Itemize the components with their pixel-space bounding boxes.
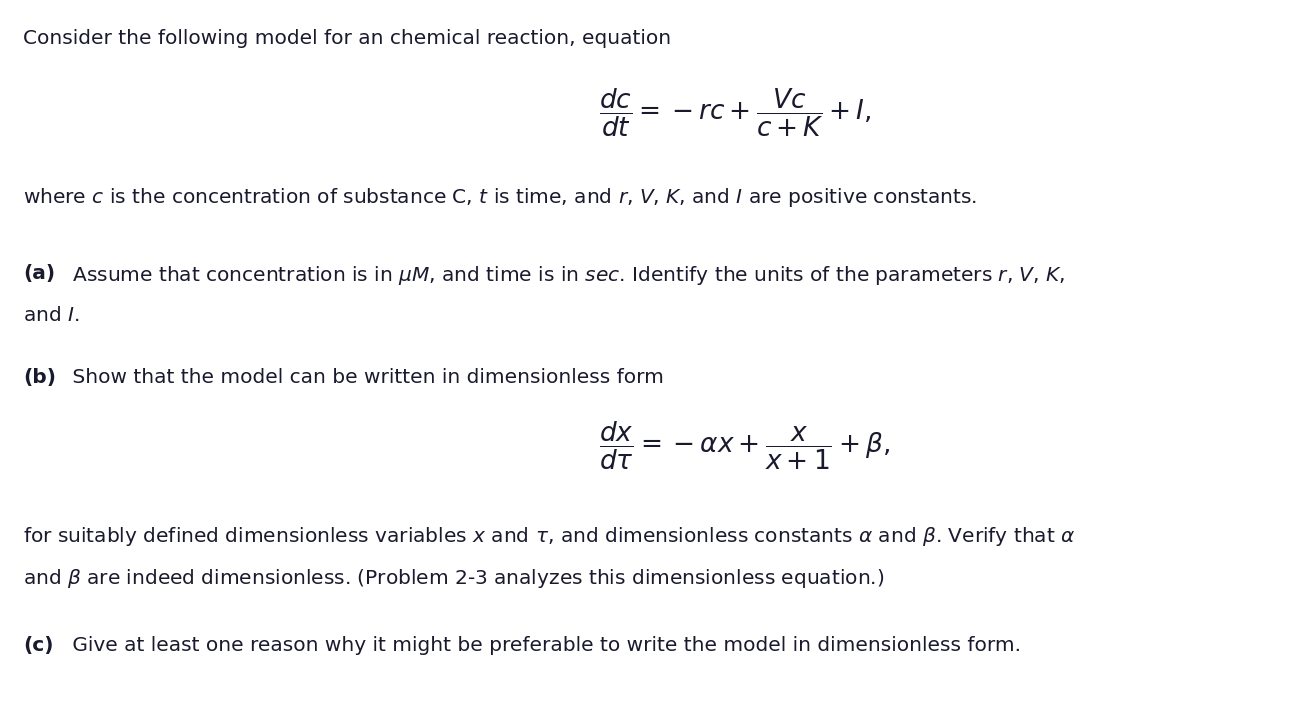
Text: Consider the following model for an chemical reaction, equation: Consider the following model for an chem… bbox=[23, 29, 671, 48]
Text: where $c$ is the concentration of substance C, $t$ is time, and $r$, $V$, $K$, a: where $c$ is the concentration of substa… bbox=[23, 186, 977, 209]
Text: (c): (c) bbox=[23, 636, 53, 655]
Text: Show that the model can be written in dimensionless form: Show that the model can be written in di… bbox=[66, 368, 665, 386]
Text: and $I$.: and $I$. bbox=[23, 306, 79, 325]
Text: (a): (a) bbox=[23, 264, 56, 283]
Text: for suitably defined dimensionless variables $x$ and $\tau$, and dimensionless c: for suitably defined dimensionless varia… bbox=[23, 525, 1076, 548]
Text: and $\beta$ are indeed dimensionless. (Problem 2-3 analyzes this dimensionless e: and $\beta$ are indeed dimensionless. (P… bbox=[23, 567, 885, 590]
Text: Assume that concentration is in $\mu M$, and time is in $sec$. Identify the unit: Assume that concentration is in $\mu M$,… bbox=[66, 264, 1066, 287]
Text: Give at least one reason why it might be preferable to write the model in dimens: Give at least one reason why it might be… bbox=[66, 636, 1022, 655]
Text: $\dfrac{dx}{d\tau} = -\alpha x +\dfrac{x}{x + 1} + \beta,$: $\dfrac{dx}{d\tau} = -\alpha x +\dfrac{x… bbox=[599, 420, 890, 472]
Text: (b): (b) bbox=[23, 368, 56, 386]
Text: $\dfrac{dc}{dt} = -rc +\dfrac{Vc}{c + K} + I,$: $\dfrac{dc}{dt} = -rc +\dfrac{Vc}{c + K}… bbox=[599, 87, 872, 139]
